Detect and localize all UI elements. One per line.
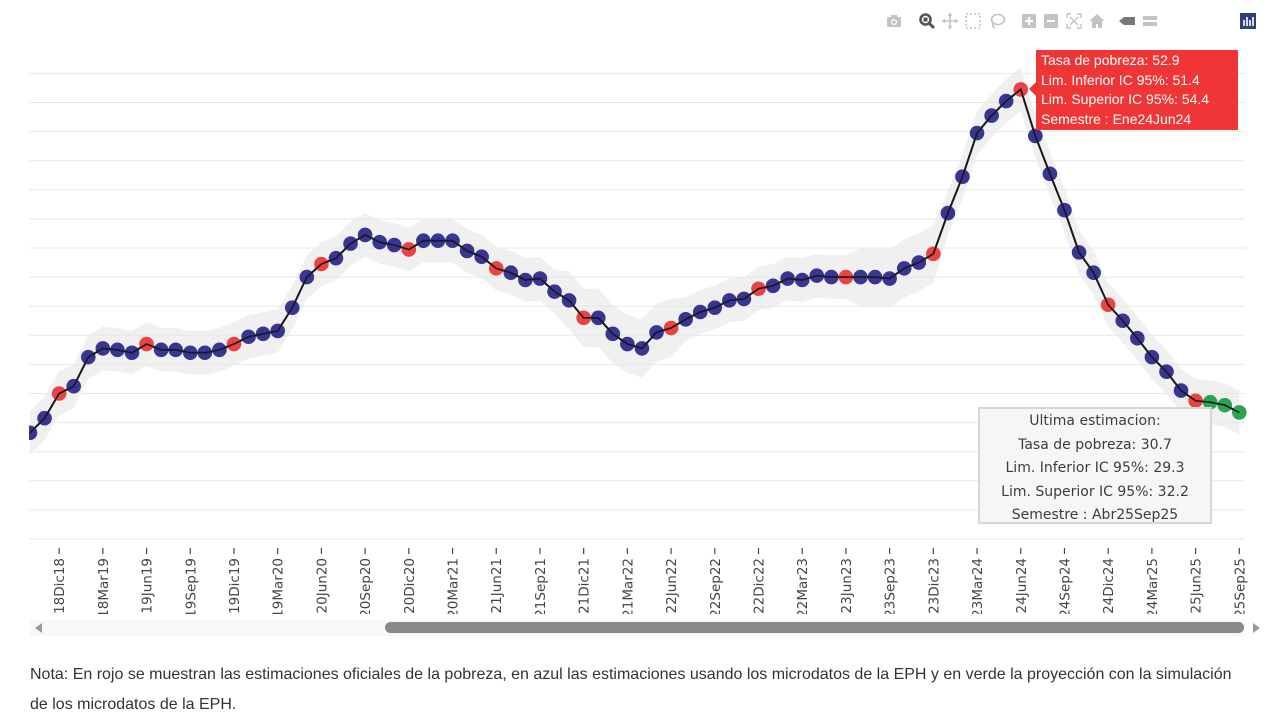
annotation-upper-ci: Lim. Superior IC 95%: 32.2 (1001, 483, 1189, 500)
x-tick-label: Jul18Dic18 (52, 558, 68, 631)
zoom-in-icon[interactable] (1019, 12, 1039, 32)
zoom-out-icon[interactable] (1041, 12, 1061, 32)
modebar (880, 12, 1270, 34)
x-tick-label: Oct19Mar20 (271, 558, 287, 641)
reset-axes-icon[interactable] (1087, 12, 1107, 32)
hover-semester: Semestre : Ene24Jun24 (1041, 110, 1192, 127)
x-tick-label: Abr19Sep19 (183, 558, 199, 641)
x-tick-label: Ene20Jun20 (314, 558, 330, 639)
x-tick-label: Abr23Sep23 (883, 558, 899, 641)
x-tick-label: Ene22Jun22 (664, 558, 680, 639)
box-select-icon[interactable] (963, 12, 983, 32)
x-tick-label: Ene23Jun23 (839, 558, 855, 639)
rangeslider[interactable] (30, 620, 1260, 636)
chart-note: Nota: En rojo se muestran las estimacion… (30, 666, 1232, 713)
x-tick-label: Jul20Dic20 (402, 558, 418, 631)
data-point-May18Oct18[interactable] (23, 425, 38, 441)
x-tick-label: Jul22Dic22 (752, 558, 768, 631)
poverty-chart[interactable]: Jul18Dic18 Oct18Mar19 Ene19Jun19 Abr19Sep19… (0, 0, 1280, 650)
hover-lower-ci: Lim. Inferior IC 95%: 51.4 (1041, 71, 1200, 88)
camera-icon[interactable] (884, 12, 904, 32)
lasso-select-icon[interactable] (987, 12, 1007, 32)
compare-data-icon[interactable] (1140, 12, 1160, 32)
x-tick-label: Ene21Jun21 (489, 558, 505, 639)
x-tick-label: Oct21Mar22 (620, 558, 636, 641)
annotation-rate: Tasa de pobreza: 30.7 (1018, 436, 1172, 453)
poverty-rate-line-overlay (29, 88, 1240, 434)
hover-upper-ci: Lim. Superior IC 95%: 54.4 (1041, 91, 1210, 107)
x-tick-label: Oct23Mar24 (970, 558, 986, 641)
pan-icon[interactable] (940, 12, 960, 32)
hover-pointer (1029, 82, 1036, 96)
x-tick-label: Ene25Jun25 (1189, 558, 1205, 639)
scroll-left-arrow-icon[interactable] (35, 623, 42, 633)
x-tick-label: Jul24Dic24 (1101, 558, 1117, 631)
hover-tooltip: Tasa de pobreza: 52.9 Lim. Inferior IC 9… (1036, 50, 1238, 130)
rangeslider-thumb[interactable] (385, 622, 1244, 633)
x-tick-label: Jul21Dic21 (577, 558, 593, 631)
x-tick-label: Oct20Mar21 (446, 558, 462, 641)
x-tick-label: Ene24Jun24 (1014, 558, 1030, 639)
data-point-Abr25Sep25[interactable] (1232, 405, 1247, 420)
x-tick-label: Abr20Sep20 (358, 558, 374, 641)
data-points (23, 82, 1247, 441)
x-tick-label: Jul23Dic23 (926, 558, 942, 631)
x-axis-ticks: Jul18Dic18 Oct18Mar19 Ene19Jun19 Abr19Sep19… (52, 548, 1248, 641)
x-tick-label: Oct22Mar23 (795, 558, 811, 641)
autoscale-icon[interactable] (1064, 12, 1084, 32)
poverty-rate-line (29, 87, 1240, 434)
annotation-lower-ci: Lim. Inferior IC 95%: 29.3 (1005, 460, 1185, 476)
x-tick-label: Jul19Dic19 (227, 558, 243, 631)
x-tick-label: Abr22Sep22 (708, 558, 724, 641)
annotation-title: Ultima estimacion: (1029, 413, 1161, 429)
x-tick-label: Ene19Jun19 (140, 558, 156, 639)
x-tick-label: Abr21Sep21 (533, 558, 549, 641)
annotation-semester: Semestre : Abr25Sep25 (1011, 507, 1179, 523)
zoom-icon[interactable] (917, 12, 937, 32)
x-tick-label: Abr25Sep25 (1232, 558, 1248, 641)
plotly-logo-icon[interactable] (1238, 12, 1258, 32)
last-estimate-annotation: Ultima estimacion: Tasa de pobreza: 30.7… (978, 407, 1212, 524)
spike-closest-icon[interactable] (1117, 12, 1137, 32)
x-tick-label: Abr24Sep24 (1057, 558, 1073, 641)
x-tick-label: Oct18Mar19 (96, 558, 112, 641)
x-tick-label: Oct24Mar25 (1145, 558, 1161, 641)
scroll-right-arrow-icon[interactable] (1253, 623, 1260, 633)
hover-rate: Tasa de pobreza: 52.9 (1041, 52, 1180, 68)
